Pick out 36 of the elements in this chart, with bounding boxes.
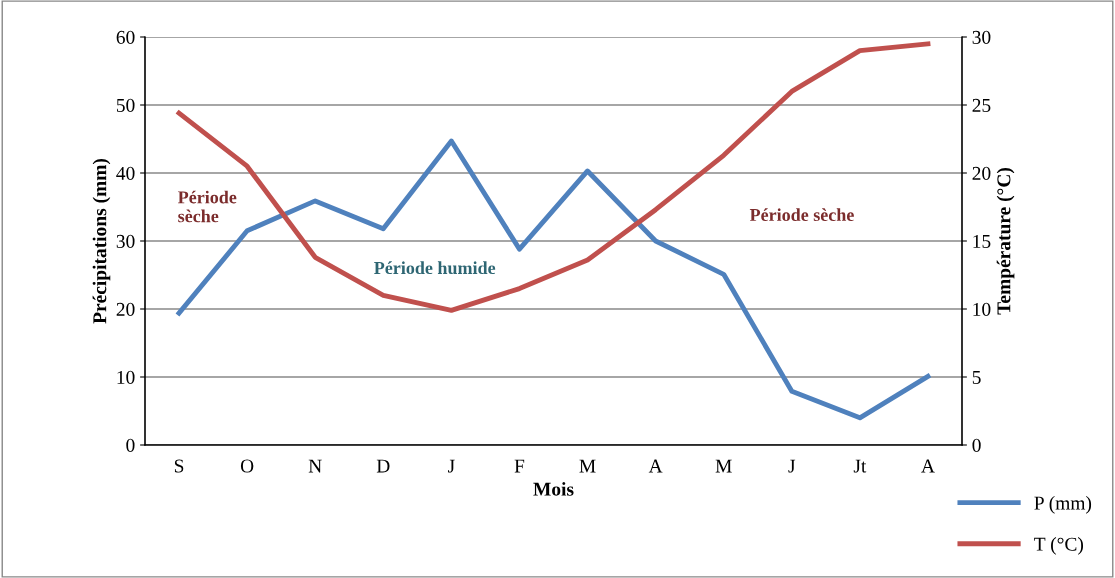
legend-label: P (mm)	[1034, 496, 1092, 514]
y2-tick-label: 0	[972, 438, 981, 452]
y-tick-label: 30	[116, 234, 135, 248]
y2-tick-label: 15	[973, 234, 991, 248]
y2-tick-label: 25	[972, 98, 991, 112]
y-tick-label: 20	[116, 302, 135, 316]
y-tick-label: 50	[116, 98, 135, 112]
line-series	[176, 41, 931, 313]
y2-axis-title: Température (°C)	[996, 168, 1015, 315]
x-tick-label: F	[514, 459, 525, 473]
annotation: Période sèche	[749, 208, 854, 222]
y2-tick-label: 5	[972, 371, 981, 384]
x-tick-label: O	[240, 459, 254, 473]
x-tick-label: N	[308, 459, 322, 473]
y-axis-title: Précipitations (mm)	[92, 158, 111, 324]
annotation: Période sèche	[177, 190, 237, 223]
annotation: Période humide	[374, 261, 496, 275]
x-tick-label: Jt	[853, 459, 867, 473]
legend-label: T (°C)	[1034, 537, 1084, 555]
y2-tick-label: 30	[972, 30, 991, 44]
y-tick-label: 0	[126, 438, 135, 452]
x-tick-label: A	[921, 459, 935, 473]
x-tick-label: J	[788, 459, 796, 473]
x-tick-label: M	[579, 459, 596, 473]
y-tick-label: 60	[116, 30, 135, 44]
x-tick-label: D	[376, 459, 390, 473]
y-tick-label: 10	[117, 370, 135, 384]
x-tick-label: S	[174, 459, 184, 473]
x-tick-label: M	[715, 459, 732, 473]
y2-tick-label: 10	[973, 302, 991, 316]
x-tick-label: A	[648, 459, 663, 473]
y-tick-label: 40	[116, 166, 135, 180]
x-tick-label: J	[448, 459, 455, 473]
line-series	[176, 138, 931, 421]
y2-tick-label: 20	[972, 166, 991, 180]
x-axis-title: Mois	[533, 482, 574, 496]
